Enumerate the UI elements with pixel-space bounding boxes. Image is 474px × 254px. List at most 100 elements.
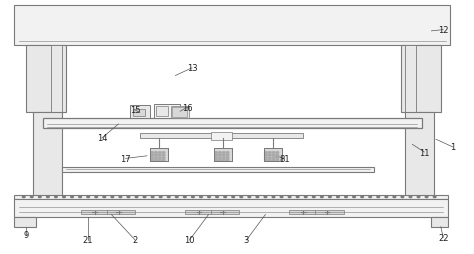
Circle shape bbox=[95, 196, 98, 198]
Text: 22: 22 bbox=[438, 233, 448, 242]
Circle shape bbox=[175, 196, 178, 198]
Circle shape bbox=[272, 152, 275, 154]
Circle shape bbox=[208, 196, 210, 198]
Circle shape bbox=[155, 155, 157, 156]
Bar bbox=[405, 113, 434, 198]
Circle shape bbox=[393, 196, 396, 198]
Bar bbox=[26, 46, 66, 113]
Text: 9: 9 bbox=[23, 230, 29, 240]
Circle shape bbox=[215, 157, 218, 159]
Circle shape bbox=[268, 157, 271, 159]
Bar bbox=[14, 199, 448, 217]
Circle shape bbox=[232, 196, 235, 198]
Circle shape bbox=[369, 196, 372, 198]
Text: 15: 15 bbox=[130, 106, 140, 115]
Circle shape bbox=[30, 196, 33, 198]
Circle shape bbox=[328, 196, 331, 198]
Circle shape bbox=[276, 160, 279, 161]
Circle shape bbox=[276, 155, 279, 156]
Bar bbox=[156, 107, 168, 117]
Circle shape bbox=[200, 196, 202, 198]
Text: 10: 10 bbox=[184, 235, 195, 245]
Circle shape bbox=[264, 160, 267, 161]
Circle shape bbox=[219, 152, 221, 154]
Bar bbox=[264, 149, 282, 161]
Bar bbox=[14, 195, 448, 199]
Bar bbox=[431, 217, 448, 227]
Text: 16: 16 bbox=[182, 103, 192, 113]
Circle shape bbox=[272, 157, 275, 159]
Circle shape bbox=[312, 196, 315, 198]
Circle shape bbox=[264, 196, 267, 198]
Bar bbox=[171, 107, 189, 118]
Circle shape bbox=[337, 196, 339, 198]
Circle shape bbox=[222, 160, 225, 161]
Circle shape bbox=[409, 196, 412, 198]
Text: 12: 12 bbox=[438, 26, 448, 35]
Circle shape bbox=[215, 152, 218, 154]
Circle shape bbox=[264, 152, 267, 154]
Text: 3: 3 bbox=[244, 235, 249, 245]
Circle shape bbox=[272, 155, 275, 156]
Circle shape bbox=[158, 157, 161, 159]
Circle shape bbox=[71, 196, 73, 198]
Circle shape bbox=[38, 196, 41, 198]
Circle shape bbox=[417, 196, 420, 198]
Circle shape bbox=[219, 160, 221, 161]
Circle shape bbox=[226, 160, 229, 161]
Circle shape bbox=[151, 196, 154, 198]
Bar bbox=[81, 211, 135, 215]
Circle shape bbox=[135, 196, 138, 198]
Circle shape bbox=[46, 196, 49, 198]
Circle shape bbox=[215, 160, 218, 161]
Circle shape bbox=[151, 160, 154, 161]
Text: 17: 17 bbox=[120, 154, 131, 163]
Circle shape bbox=[159, 196, 162, 198]
Circle shape bbox=[226, 152, 229, 154]
Circle shape bbox=[162, 160, 165, 161]
Circle shape bbox=[151, 155, 154, 156]
Circle shape bbox=[264, 157, 267, 159]
Text: 81: 81 bbox=[279, 154, 290, 163]
Circle shape bbox=[272, 196, 275, 198]
Circle shape bbox=[320, 196, 323, 198]
Bar bbox=[33, 113, 62, 198]
Circle shape bbox=[151, 152, 154, 154]
Circle shape bbox=[219, 155, 221, 156]
Circle shape bbox=[119, 196, 122, 198]
Text: 11: 11 bbox=[419, 148, 429, 157]
Circle shape bbox=[143, 196, 146, 198]
Circle shape bbox=[22, 196, 25, 198]
Circle shape bbox=[191, 196, 194, 198]
Circle shape bbox=[79, 196, 82, 198]
Bar bbox=[62, 167, 374, 173]
Circle shape bbox=[276, 157, 279, 159]
Circle shape bbox=[162, 155, 165, 156]
Circle shape bbox=[256, 196, 259, 198]
Circle shape bbox=[215, 155, 218, 156]
Circle shape bbox=[276, 152, 279, 154]
Circle shape bbox=[288, 196, 291, 198]
Circle shape bbox=[167, 196, 170, 198]
Circle shape bbox=[280, 196, 283, 198]
Bar bbox=[214, 149, 232, 161]
Circle shape bbox=[296, 196, 299, 198]
Circle shape bbox=[87, 196, 90, 198]
Bar bbox=[14, 6, 450, 46]
Circle shape bbox=[401, 196, 404, 198]
Circle shape bbox=[226, 155, 229, 156]
Bar bbox=[43, 118, 422, 128]
Bar bbox=[150, 149, 168, 161]
Circle shape bbox=[240, 196, 243, 198]
Circle shape bbox=[353, 196, 356, 198]
Bar bbox=[150, 149, 168, 161]
Bar bbox=[51, 46, 62, 118]
Bar bbox=[211, 133, 232, 140]
Text: 1: 1 bbox=[450, 143, 456, 152]
Circle shape bbox=[264, 155, 267, 156]
Circle shape bbox=[158, 155, 161, 156]
Circle shape bbox=[55, 196, 57, 198]
Text: 13: 13 bbox=[187, 64, 197, 73]
Bar bbox=[133, 109, 145, 117]
Circle shape bbox=[162, 157, 165, 159]
